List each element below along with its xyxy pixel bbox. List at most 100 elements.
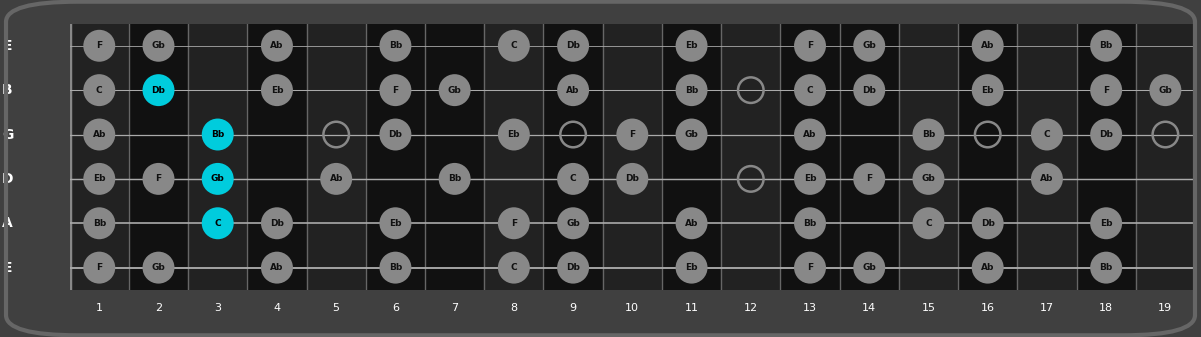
Text: Bb: Bb <box>1100 263 1113 272</box>
Text: Bb: Bb <box>922 130 936 139</box>
Text: C: C <box>215 219 221 228</box>
Text: Ab: Ab <box>92 130 106 139</box>
Ellipse shape <box>972 74 1004 106</box>
Ellipse shape <box>83 74 115 106</box>
Bar <box>366 24 425 290</box>
Text: F: F <box>155 174 162 183</box>
Ellipse shape <box>1091 207 1122 239</box>
Text: C: C <box>510 263 518 272</box>
Text: 5: 5 <box>333 303 340 313</box>
Ellipse shape <box>1091 252 1122 284</box>
Ellipse shape <box>498 207 530 239</box>
Text: 9: 9 <box>569 303 576 313</box>
Text: Eb: Eb <box>686 263 698 272</box>
Text: C: C <box>510 41 518 50</box>
Text: 1: 1 <box>96 303 103 313</box>
Text: Bb: Bb <box>1100 41 1113 50</box>
Bar <box>70 24 129 290</box>
Text: Db: Db <box>566 41 580 50</box>
Text: Ab: Ab <box>329 174 342 183</box>
Text: Bb: Bb <box>803 219 817 228</box>
Ellipse shape <box>380 30 412 62</box>
Ellipse shape <box>380 207 412 239</box>
Ellipse shape <box>261 207 293 239</box>
Ellipse shape <box>83 207 115 239</box>
Text: F: F <box>629 130 635 139</box>
Ellipse shape <box>676 30 707 62</box>
Ellipse shape <box>438 74 471 106</box>
Text: 16: 16 <box>981 303 994 313</box>
Text: C: C <box>96 86 102 95</box>
Text: G: G <box>1 127 13 142</box>
Text: C: C <box>569 174 576 183</box>
Text: Ab: Ab <box>981 41 994 50</box>
Ellipse shape <box>143 163 174 195</box>
Ellipse shape <box>143 252 174 284</box>
Ellipse shape <box>1030 163 1063 195</box>
Ellipse shape <box>557 252 588 284</box>
Ellipse shape <box>202 207 234 239</box>
Text: Eb: Eb <box>92 174 106 183</box>
Bar <box>781 24 839 290</box>
Ellipse shape <box>498 30 530 62</box>
Text: Gb: Gb <box>1159 86 1172 95</box>
Ellipse shape <box>83 119 115 151</box>
Ellipse shape <box>557 207 588 239</box>
Bar <box>603 24 662 290</box>
Text: 11: 11 <box>685 303 699 313</box>
Ellipse shape <box>143 30 174 62</box>
Ellipse shape <box>380 252 412 284</box>
Ellipse shape <box>1091 30 1122 62</box>
Text: 18: 18 <box>1099 303 1113 313</box>
Bar <box>1076 24 1136 290</box>
Text: 3: 3 <box>214 303 221 313</box>
Ellipse shape <box>557 163 588 195</box>
Ellipse shape <box>1091 74 1122 106</box>
Text: Eb: Eb <box>803 174 817 183</box>
Text: Bb: Bb <box>92 219 106 228</box>
Bar <box>958 24 1017 290</box>
Ellipse shape <box>202 119 234 151</box>
Text: F: F <box>807 41 813 50</box>
Bar <box>129 24 189 290</box>
Bar <box>1136 24 1195 290</box>
Ellipse shape <box>83 30 115 62</box>
Ellipse shape <box>853 74 885 106</box>
Text: C: C <box>807 86 813 95</box>
Ellipse shape <box>676 207 707 239</box>
Ellipse shape <box>83 163 115 195</box>
Text: 2: 2 <box>155 303 162 313</box>
Bar <box>662 24 721 290</box>
Text: Eb: Eb <box>270 86 283 95</box>
Text: F: F <box>96 263 102 272</box>
Text: 8: 8 <box>510 303 518 313</box>
Text: Ab: Ab <box>567 86 580 95</box>
Bar <box>1017 24 1076 290</box>
Ellipse shape <box>1149 74 1182 106</box>
Ellipse shape <box>557 30 588 62</box>
Text: Db: Db <box>626 174 639 183</box>
Ellipse shape <box>972 207 1004 239</box>
Text: 7: 7 <box>452 303 459 313</box>
Ellipse shape <box>616 163 649 195</box>
Ellipse shape <box>143 74 174 106</box>
Text: E: E <box>2 39 12 53</box>
Ellipse shape <box>913 119 944 151</box>
Ellipse shape <box>853 30 885 62</box>
Text: 12: 12 <box>743 303 758 313</box>
Text: Gb: Gb <box>862 263 876 272</box>
Text: 4: 4 <box>274 303 281 313</box>
Ellipse shape <box>261 30 293 62</box>
Text: Gb: Gb <box>448 86 461 95</box>
Bar <box>247 24 306 290</box>
Text: Db: Db <box>566 263 580 272</box>
Text: 10: 10 <box>626 303 639 313</box>
Text: D: D <box>1 172 13 186</box>
Ellipse shape <box>498 119 530 151</box>
Text: F: F <box>510 219 516 228</box>
Text: Ab: Ab <box>1040 174 1053 183</box>
Text: E: E <box>2 261 12 275</box>
Ellipse shape <box>1030 119 1063 151</box>
Bar <box>189 24 247 290</box>
Ellipse shape <box>913 207 944 239</box>
